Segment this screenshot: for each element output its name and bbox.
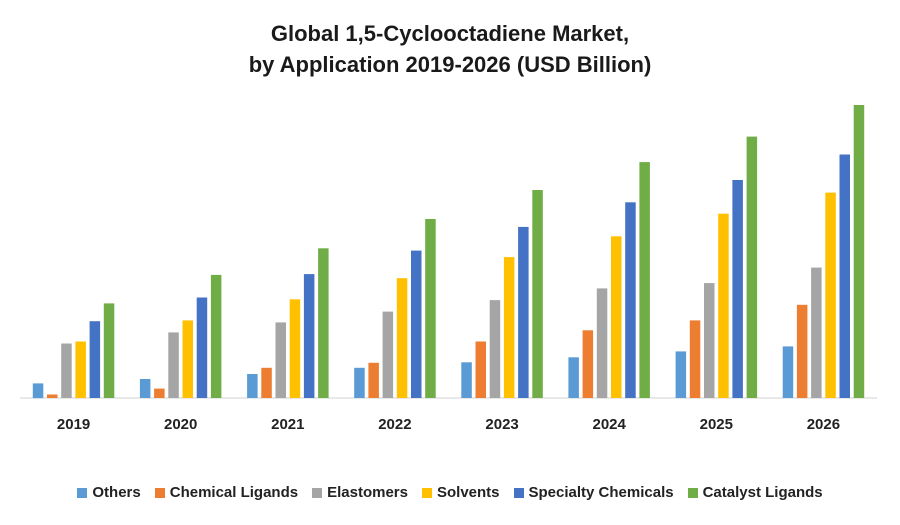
legend-item-chemical-ligands: Chemical Ligands — [154, 484, 299, 501]
bar-others-2019 — [32, 383, 44, 399]
bar-solvents-2026 — [825, 192, 836, 398]
bar-others-2021 — [247, 374, 258, 398]
bar-catalyst-ligands-2025 — [746, 136, 758, 398]
chart-title: Global 1,5-Cyclooctadiene Market, by App… — [0, 18, 900, 80]
bar-solvents-2020 — [182, 320, 193, 398]
bar-specialty-chemicals-2020 — [196, 297, 208, 398]
bar-catalyst-ligands-2026 — [853, 105, 865, 398]
bar-specialty-chemicals-2023 — [518, 226, 529, 398]
bar-solvents-2025 — [718, 213, 729, 398]
bar-catalyst-ligands-2022 — [425, 219, 436, 398]
bar-others-2022 — [354, 367, 365, 398]
legend-item-specialty-chemicals: Specialty Chemicals — [513, 484, 674, 501]
bar-solvents-2022 — [396, 278, 408, 398]
bar-catalyst-ligands-2023 — [532, 190, 543, 398]
legend-swatch — [77, 487, 88, 498]
x-tick-label-2020: 2020 — [164, 416, 197, 433]
legend-item-solvents: Solvents — [421, 484, 500, 501]
bar-elastomers-2019 — [61, 343, 72, 398]
legend-label: Solvents — [436, 484, 500, 501]
bar-elastomers-2021 — [275, 322, 286, 398]
legend-swatch — [687, 487, 698, 498]
bar-catalyst-ligands-2020 — [210, 274, 222, 398]
legend-label: Specialty Chemicals — [528, 484, 674, 501]
bar-catalyst-ligands-2024 — [639, 162, 650, 398]
bar-chemical-ligands-2019 — [47, 394, 58, 398]
bar-solvents-2024 — [611, 236, 622, 398]
bar-chemical-ligands-2020 — [154, 388, 165, 398]
bar-specialty-chemicals-2021 — [303, 274, 315, 398]
bar-elastomers-2022 — [382, 311, 394, 398]
bar-solvents-2019 — [75, 341, 86, 398]
legend-label: Chemical Ligands — [169, 484, 299, 501]
bar-chemical-ligands-2025 — [689, 320, 701, 398]
x-tick-label-2023: 2023 — [485, 416, 518, 433]
bar-others-2020 — [139, 379, 151, 398]
bar-others-2024 — [568, 357, 579, 398]
chart-title-line1: Global 1,5-Cyclooctadiene Market, — [270, 21, 630, 46]
x-tick-label-2025: 2025 — [700, 416, 733, 433]
bar-others-2025 — [675, 351, 687, 398]
chart-title-line2: by Application 2019-2026 (USD Billion) — [248, 52, 652, 77]
x-tick-label-2024: 2024 — [593, 416, 627, 433]
bar-specialty-chemicals-2026 — [839, 154, 850, 398]
bar-specialty-chemicals-2024 — [625, 202, 636, 398]
bar-others-2023 — [461, 362, 472, 398]
bar-chemical-ligands-2023 — [475, 341, 486, 398]
bar-elastomers-2023 — [489, 300, 501, 398]
legend-swatch — [421, 487, 432, 498]
legend-swatch — [312, 487, 323, 498]
bar-chemical-ligands-2024 — [582, 330, 594, 398]
x-tick-labels: 2019 2020 2021 2022 2023 2024 2025 2026 — [57, 416, 840, 433]
bar-elastomers-2026 — [811, 267, 822, 398]
bar-catalyst-ligands-2021 — [318, 248, 329, 398]
bar-chemical-ligands-2021 — [261, 367, 272, 398]
legend-swatch — [154, 487, 165, 498]
bar-catalyst-ligands-2019 — [103, 303, 115, 398]
legend-label: Others — [92, 484, 141, 501]
legend-label: Elastomers — [327, 484, 408, 501]
bar-specialty-chemicals-2022 — [411, 250, 422, 398]
x-tick-label-2021: 2021 — [271, 416, 304, 433]
bar-solvents-2021 — [289, 299, 301, 398]
bar-elastomers-2020 — [168, 332, 179, 398]
legend-label: Catalyst Ligands — [702, 484, 823, 501]
x-tick-label-2022: 2022 — [378, 416, 411, 433]
legend-item-elastomers: Elastomers — [312, 484, 408, 501]
bar-elastomers-2025 — [704, 283, 715, 398]
legend-item-catalyst-ligands: Catalyst Ligands — [687, 484, 823, 501]
bar-specialty-chemicals-2025 — [732, 180, 743, 398]
bar-chemical-ligands-2026 — [796, 304, 808, 398]
bars-group — [32, 105, 865, 399]
bar-others-2026 — [782, 346, 794, 398]
bar-chemical-ligands-2022 — [368, 362, 379, 398]
legend-item-others: Others — [77, 484, 141, 501]
x-tick-label-2019: 2019 — [57, 416, 90, 433]
bar-specialty-chemicals-2019 — [89, 321, 101, 398]
x-tick-label-2026: 2026 — [807, 416, 840, 433]
legend: Others Chemical Ligands Elastomers Solvents… — [0, 484, 900, 501]
bar-solvents-2023 — [503, 257, 515, 398]
bar-elastomers-2024 — [596, 288, 608, 398]
legend-swatch — [513, 487, 524, 498]
